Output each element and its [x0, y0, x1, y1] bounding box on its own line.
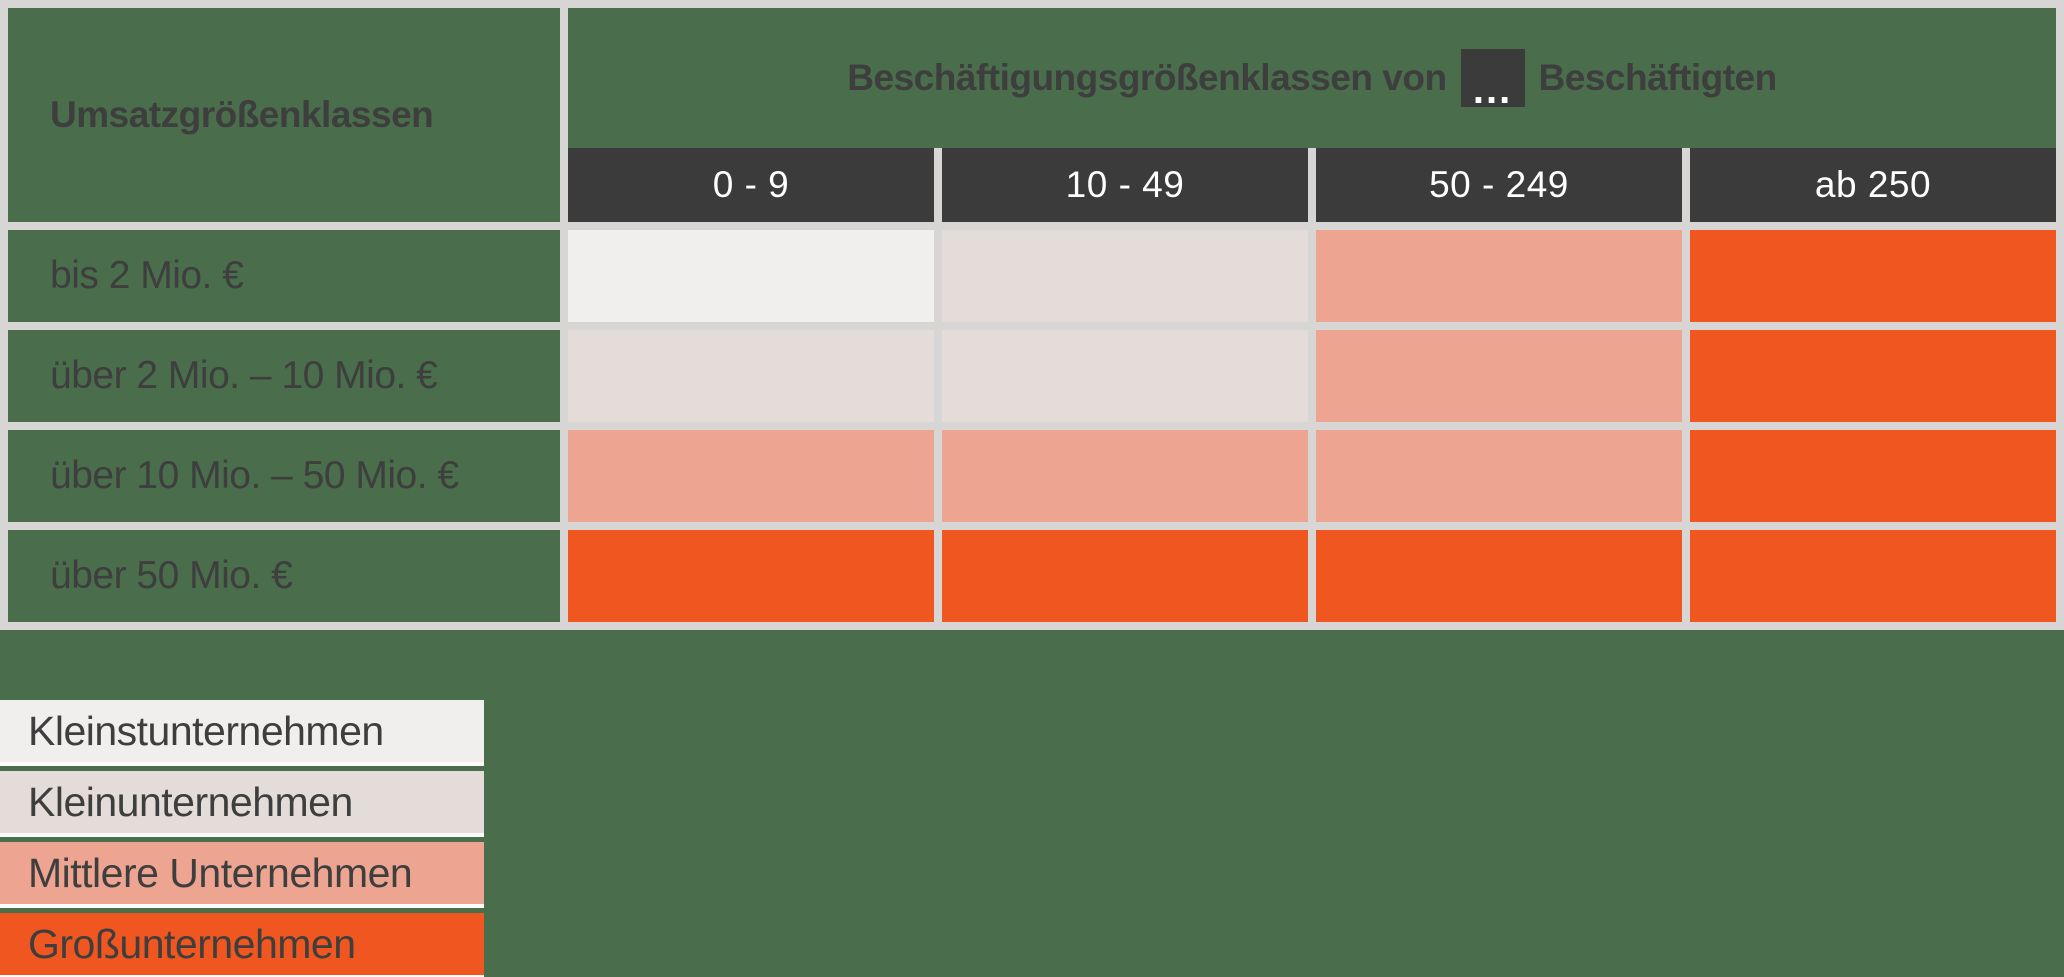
matrix-cell-r2-c0-medium [568, 430, 934, 522]
column-axis-header: Beschäftigungsgrößenklassen von ... Besc… [568, 8, 2056, 222]
legend: Kleinstunternehmen Kleinunternehmen Mitt… [0, 700, 484, 977]
legend-item-label: Mittlere Unternehmen [28, 849, 413, 896]
matrix-cell-r3-c0-large [568, 530, 934, 622]
matrix-cell-r0-c2-medium [1316, 230, 1682, 322]
size-class-matrix: Umsatzgrößenklassen Beschäftigungsgrößen… [0, 0, 2064, 630]
legend-item-label: Kleinstunternehmen [28, 707, 384, 754]
column-headers: 0 - 9 10 - 49 50 - 249 ab 250 [568, 148, 2056, 222]
row-axis-title: Umsatzgrößenklassen [8, 8, 560, 222]
ellipsis-placeholder-box: ... [1460, 49, 1525, 110]
matrix-cell-r3-c3-large [1690, 530, 2056, 622]
row-label: bis 2 Mio. € [8, 230, 560, 322]
matrix-cell-r3-c2-large [1316, 530, 1682, 622]
matrix-cell-r2-c1-medium [942, 430, 1308, 522]
row-label: über 10 Mio. – 50 Mio. € [8, 430, 560, 522]
column-header: 10 - 49 [942, 148, 1308, 222]
column-axis-title-post: Beschäftigten [1538, 57, 1778, 98]
column-axis-title: Beschäftigungsgrößenklassen von ... Besc… [568, 8, 2056, 148]
column-header: ab 250 [1690, 148, 2056, 222]
row-label: über 50 Mio. € [8, 530, 560, 622]
legend-item-label: Großunternehmen [28, 920, 356, 967]
column-axis-title-pre: Beschäftigungsgrößenklassen von [847, 57, 1447, 98]
matrix-cell-r0-c1-small [942, 230, 1308, 322]
legend-item-label: Kleinunternehmen [28, 778, 353, 825]
matrix-cell-r2-c3-large [1690, 430, 2056, 522]
row-label: über 2 Mio. – 10 Mio. € [8, 330, 560, 422]
matrix-cell-r1-c0-small [568, 330, 934, 422]
legend-item-small: Kleinunternehmen [0, 771, 484, 837]
legend-item-micro: Kleinstunternehmen [0, 700, 484, 766]
matrix-cell-r2-c2-medium [1316, 430, 1682, 522]
column-header: 50 - 249 [1316, 148, 1682, 222]
matrix-cell-r0-c3-large [1690, 230, 2056, 322]
matrix-cell-r1-c3-large [1690, 330, 2056, 422]
matrix-cell-r0-c0-micro [568, 230, 934, 322]
matrix-cell-r1-c2-medium [1316, 330, 1682, 422]
legend-item-medium: Mittlere Unternehmen [0, 842, 484, 908]
legend-item-large: Großunternehmen [0, 913, 484, 977]
matrix-cell-r3-c1-large [942, 530, 1308, 622]
matrix-cell-r1-c1-small [942, 330, 1308, 422]
column-header: 0 - 9 [568, 148, 934, 222]
